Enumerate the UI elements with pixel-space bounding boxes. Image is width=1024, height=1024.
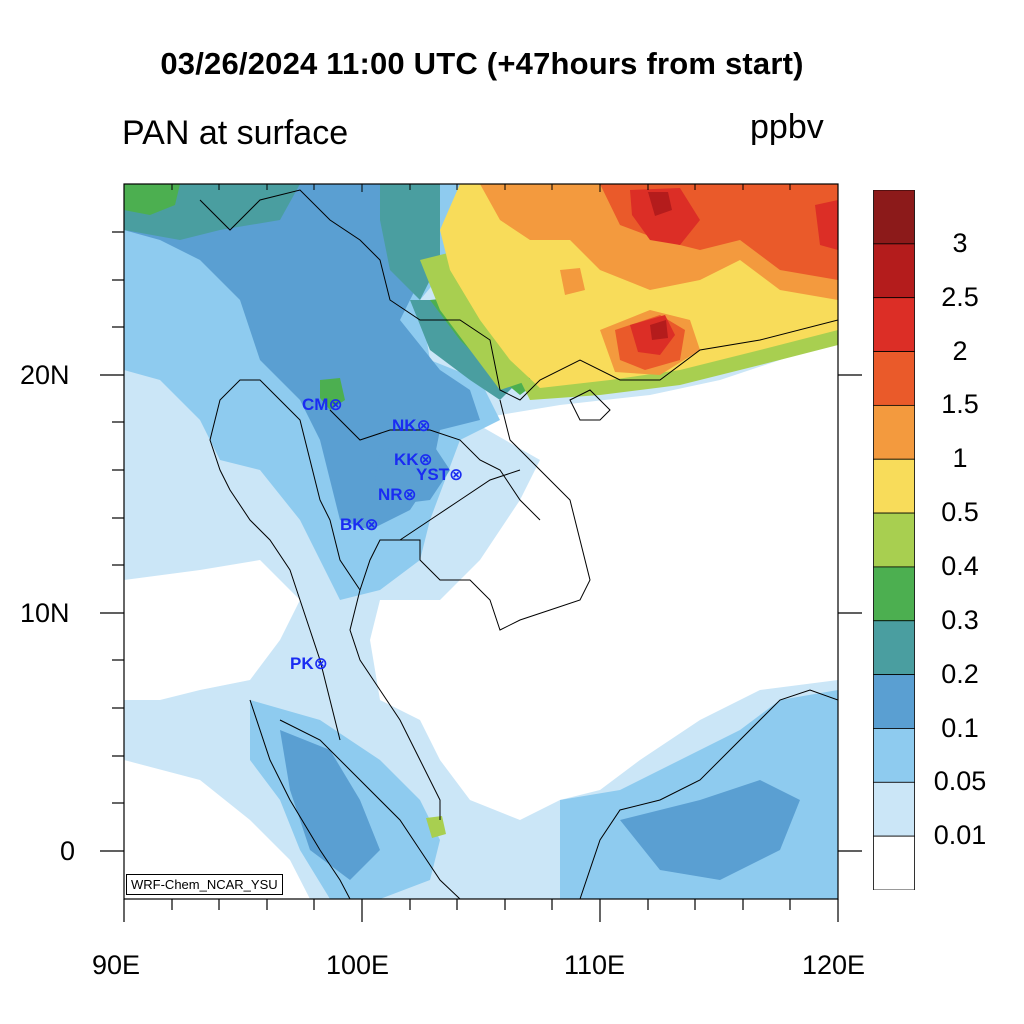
- station-kk: KK⊗: [394, 450, 433, 469]
- colorbar-tick-label: 0.05: [933, 766, 987, 797]
- pan-bin-1-spot: [560, 268, 585, 295]
- map-title: 03/26/2024 11:00 UTC (+47hours from star…: [160, 46, 804, 81]
- colorbar-swatch: [873, 190, 915, 245]
- station-nr: NR⊗: [378, 485, 417, 504]
- station-nk: NK⊗: [392, 416, 431, 435]
- variable-label: PAN at surface: [122, 114, 349, 152]
- pan-bin-2-ne: [815, 200, 838, 250]
- colorbar-swatch: [873, 674, 915, 729]
- colorbar-tick-label: 0.4: [941, 550, 979, 581]
- colorbar-tick-label: 1: [952, 443, 968, 474]
- colorbar-tick-label: 2: [952, 335, 968, 366]
- pan-bin-0.3-cm: [320, 378, 345, 410]
- pan-bin-0.3-nw: [124, 184, 180, 215]
- lon-label-120e: 120E: [802, 950, 866, 980]
- colorbar-swatch: [873, 566, 915, 622]
- pan-bin-clean-ocean: [370, 340, 838, 820]
- pan-bin-0.1-sumatra: [280, 730, 380, 880]
- colorbar-swatch: [873, 351, 915, 406]
- colorbar-swatch: [873, 512, 915, 568]
- colorbar-tick-label: 1.5: [941, 389, 979, 420]
- colorbar-tick-label: 0.5: [941, 497, 979, 528]
- colorbar-tick-label: 0.2: [941, 658, 979, 689]
- pan-bin-2.5: [648, 192, 672, 216]
- colorbar-tick-label: 2.5: [941, 281, 979, 312]
- pan-bin-clean-andaman: [124, 560, 300, 700]
- station-bk: BK⊗: [340, 515, 379, 534]
- lat-label-0: 0: [60, 836, 76, 866]
- axis-ticks: [100, 231, 862, 922]
- pan-bin-0.4: [420, 250, 530, 390]
- colorbar-swatch: [873, 728, 915, 783]
- map-frame: [123, 183, 839, 900]
- colorbar-swatch: [873, 781, 915, 837]
- model-credit: WRF-Chem_NCAR_YSU: [126, 874, 283, 895]
- minor-ticks: [124, 184, 791, 192]
- colorbar-swatch: [873, 297, 915, 352]
- units-label: ppbv: [750, 108, 824, 146]
- colorbar-tick-label: 3: [952, 227, 968, 258]
- lon-label-90e: 90E: [92, 950, 141, 980]
- colorbar-tick-label: 0.3: [941, 604, 979, 635]
- lat-label-20n: 20N: [20, 360, 70, 390]
- colorbar-swatch: [873, 835, 915, 890]
- colorbar-swatch: [873, 458, 915, 514]
- pan-bin-2: [630, 188, 700, 245]
- pan-bin-clean-indian-ocean: [124, 760, 310, 899]
- colorbar: [873, 190, 915, 890]
- coastline-borders: [199, 189, 838, 899]
- colorbar-tick-label: 0.01: [933, 820, 987, 851]
- colorbar-tick-label: 0.1: [941, 712, 979, 743]
- colorbar-swatch: [873, 243, 915, 299]
- lon-label-110e: 110E: [564, 950, 626, 980]
- station-yst: YST⊗: [416, 465, 464, 484]
- station-pk: PK⊗: [290, 654, 328, 673]
- lat-label-10n: 10N: [20, 598, 70, 628]
- lon-label-100e: 100E: [326, 950, 390, 980]
- pan-bin-2.5-guangdong: [650, 320, 668, 340]
- pan-bin-0.4-singapore: [426, 816, 446, 838]
- colorbar-swatch: [873, 620, 915, 676]
- pan-bin-0.1-borneo: [620, 780, 800, 880]
- pan-bin-0.1-korat: [375, 440, 450, 505]
- station-cm: CM⊗: [302, 395, 343, 414]
- colorbar-swatch: [873, 404, 915, 460]
